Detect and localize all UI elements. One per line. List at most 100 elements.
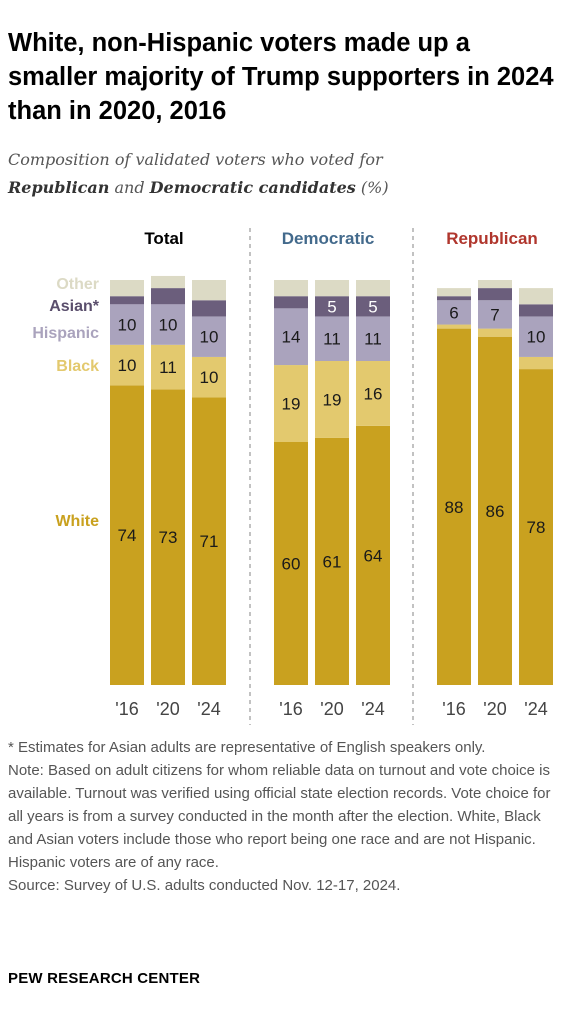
bar-total-white-16 bbox=[110, 385, 144, 685]
bar-republican-other-20 bbox=[478, 280, 512, 289]
bar-democratic-asian-20 bbox=[315, 296, 349, 317]
bar-democratic-asian-24 bbox=[356, 296, 390, 317]
legend-asian: Asian* bbox=[49, 298, 100, 315]
data-label-republican-hispanic-24: 10 bbox=[527, 328, 546, 347]
panel-title-total: Total bbox=[144, 229, 183, 248]
bar-republican-hispanic-16 bbox=[437, 300, 471, 325]
data-label-democratic-hispanic-20: 11 bbox=[323, 330, 341, 349]
data-label-total-hispanic-16: 10 bbox=[118, 316, 137, 335]
bar-total-black-20 bbox=[151, 344, 185, 390]
methodology-note: Note: Based on adult citizens for whom r… bbox=[8, 762, 551, 871]
tick-label-democratic-20: '20 bbox=[320, 699, 343, 719]
bar-democratic-black-24 bbox=[356, 361, 390, 426]
bar-republican-black-16 bbox=[437, 324, 471, 329]
legend-other: Other bbox=[56, 276, 99, 293]
bar-total-black-24 bbox=[192, 356, 226, 398]
data-label-total-black-20: 11 bbox=[159, 358, 177, 377]
bar-republican-asian-16 bbox=[437, 296, 471, 301]
bar-total-asian-24 bbox=[192, 300, 226, 317]
pew-logo-text: PEW RESEARCH CENTER bbox=[8, 970, 201, 987]
data-label-democratic-black-24: 16 bbox=[364, 384, 383, 403]
bar-republican-other-24 bbox=[519, 288, 553, 305]
bar-democratic-white-16 bbox=[274, 442, 308, 685]
tick-label-democratic-24: '24 bbox=[361, 699, 384, 719]
legend-white: White bbox=[55, 513, 99, 530]
data-label-total-black-16: 10 bbox=[118, 356, 137, 375]
subtitle-republican: Republican bbox=[8, 178, 110, 197]
data-label-democratic-hispanic-24: 11 bbox=[364, 330, 382, 349]
bar-total-hispanic-24 bbox=[192, 316, 226, 357]
bar-republican-white-24 bbox=[519, 369, 553, 685]
legend-hispanic: Hispanic bbox=[32, 325, 99, 342]
data-label-republican-white-16: 88 bbox=[445, 498, 464, 517]
data-label-democratic-asian-24: 5 bbox=[368, 297, 377, 316]
bar-democratic-white-24 bbox=[356, 425, 390, 685]
data-label-democratic-black-16: 19 bbox=[282, 395, 301, 414]
subtitle-intro: Composition of validated voters who vote… bbox=[8, 150, 383, 169]
data-label-democratic-hispanic-16: 14 bbox=[282, 328, 301, 347]
source-note: Source: Survey of U.S. adults conducted … bbox=[8, 877, 401, 894]
bar-total-white-24 bbox=[192, 397, 226, 685]
tick-label-total-24: '24 bbox=[197, 699, 220, 719]
bar-democratic-other-16 bbox=[274, 280, 308, 297]
data-label-total-hispanic-20: 10 bbox=[159, 316, 178, 335]
chart-subtitle: Composition of validated voters who vote… bbox=[8, 146, 564, 202]
tick-label-democratic-16: '16 bbox=[279, 699, 302, 719]
tick-label-republican-20: '20 bbox=[483, 699, 506, 719]
bar-democratic-hispanic-20 bbox=[315, 316, 349, 361]
bar-republican-asian-24 bbox=[519, 304, 553, 317]
subtitle-unit: (%) bbox=[360, 178, 389, 197]
data-label-total-white-16: 74 bbox=[118, 526, 137, 545]
subtitle-democratic: Democratic candidates bbox=[149, 178, 356, 197]
bar-republican-hispanic-24 bbox=[519, 316, 553, 357]
bar-total-other-20 bbox=[151, 275, 185, 289]
bar-total-asian-20 bbox=[151, 288, 185, 305]
data-label-republican-white-20: 86 bbox=[486, 502, 505, 521]
data-label-republican-hispanic-20: 7 bbox=[490, 305, 499, 324]
bar-total-hispanic-16 bbox=[110, 304, 144, 345]
bar-democratic-hispanic-24 bbox=[356, 316, 390, 361]
bar-democratic-other-24 bbox=[356, 280, 390, 297]
stacked-bar-chart: Total 74 10 10 '16 73 11 10 '20 71 10 10 '24 Democrat… bbox=[32, 228, 553, 725]
bar-republican-black-24 bbox=[519, 356, 553, 370]
bar-total-black-16 bbox=[110, 344, 144, 386]
tick-label-total-20: '20 bbox=[156, 699, 179, 719]
notes-section: * Estimates for Asian adults are represe… bbox=[8, 736, 564, 897]
bar-total-other-24 bbox=[192, 280, 226, 301]
data-label-democratic-asian-20: 5 bbox=[327, 297, 336, 316]
data-label-republican-hispanic-16: 6 bbox=[449, 303, 458, 322]
asian-footnote: * Estimates for Asian adults are represe… bbox=[8, 739, 486, 756]
chart-title: White, non-Hispanic voters made up a sma… bbox=[8, 29, 554, 125]
data-label-democratic-black-20: 19 bbox=[323, 390, 342, 409]
panel-title-republican: Republican bbox=[446, 229, 538, 248]
tick-label-republican-16: '16 bbox=[442, 699, 465, 719]
bar-democratic-other-20 bbox=[315, 280, 349, 297]
bar-total-white-20 bbox=[151, 389, 185, 685]
data-label-total-white-20: 73 bbox=[159, 528, 178, 547]
data-label-total-white-24: 71 bbox=[200, 532, 219, 551]
legend-black: Black bbox=[56, 358, 99, 375]
panel-title-democratic: Democratic bbox=[282, 229, 375, 248]
bar-democratic-hispanic-16 bbox=[274, 308, 308, 366]
data-label-democratic-white-24: 64 bbox=[364, 546, 383, 565]
bar-republican-hispanic-20 bbox=[478, 300, 512, 329]
bar-republican-black-20 bbox=[478, 328, 512, 337]
data-label-total-hispanic-24: 10 bbox=[200, 328, 219, 347]
bar-total-asian-16 bbox=[110, 296, 144, 305]
subtitle-and: and bbox=[114, 178, 145, 197]
data-label-democratic-white-20: 61 bbox=[323, 552, 342, 571]
tick-label-republican-24: '24 bbox=[524, 699, 547, 719]
bar-republican-white-20 bbox=[478, 336, 512, 685]
bar-total-other-16 bbox=[110, 280, 144, 297]
bar-republican-other-16 bbox=[437, 288, 471, 297]
data-label-republican-white-24: 78 bbox=[527, 518, 546, 537]
bar-democratic-white-20 bbox=[315, 437, 349, 685]
tick-label-total-16: '16 bbox=[115, 699, 138, 719]
bar-republican-asian-20 bbox=[478, 288, 512, 301]
bar-democratic-black-20 bbox=[315, 361, 349, 438]
bar-democratic-black-16 bbox=[274, 365, 308, 442]
bar-total-hispanic-20 bbox=[151, 304, 185, 345]
bar-republican-white-16 bbox=[437, 328, 471, 685]
data-label-democratic-white-16: 60 bbox=[282, 555, 301, 574]
bar-democratic-asian-16 bbox=[274, 296, 308, 309]
